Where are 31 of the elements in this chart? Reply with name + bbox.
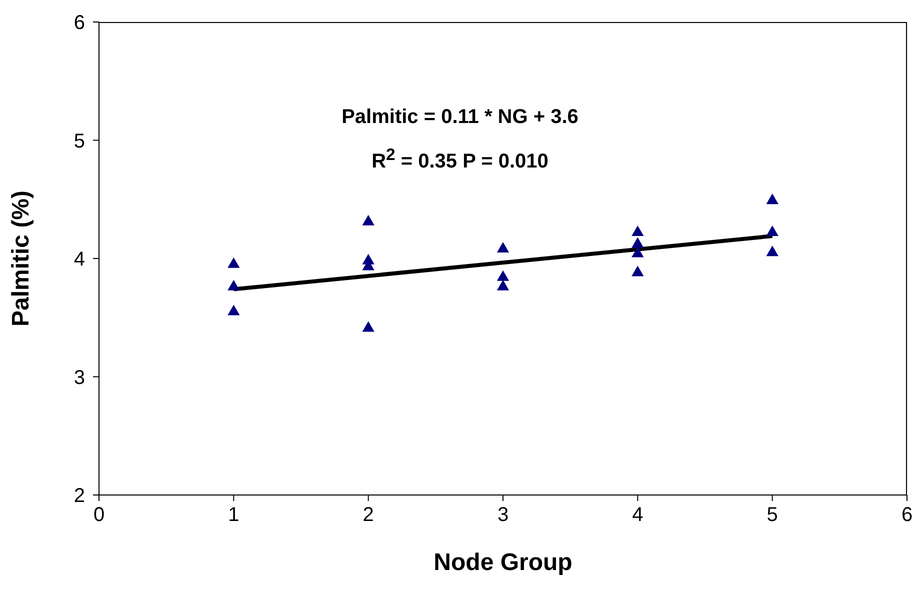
x-tick-label: 2 [362,504,374,526]
y-tick-label: 5 [74,130,85,152]
x-tick-label: 1 [228,504,240,526]
point [496,280,510,290]
point [632,246,644,258]
point [766,246,778,256]
annotation: R$^{2}$ = 0.35 P = 0.010 [370,144,550,174]
y-tick-label: 2 [74,485,85,508]
point [228,280,240,290]
point [632,237,644,248]
annotation: Palmitic = 0.11 * NG + 3.6 [340,105,580,129]
point [496,270,510,281]
y-tick-label: 4 [74,248,85,271]
x-axis-title: Node Group [434,549,572,576]
point [228,304,240,316]
point [228,257,240,268]
point [496,242,510,253]
x-tick-label: 5 [766,504,778,526]
point [362,321,374,332]
x-tick-label: 4 [632,504,644,526]
y-axis-title: Palmitic (%) [8,190,35,327]
x-tick-label: 3 [497,504,509,526]
x-tick-label: 0 [93,504,105,526]
point [362,214,374,226]
point [632,225,644,236]
x-tick-label: 6 [901,504,913,526]
y-tick-label: 3 [74,366,85,389]
point [766,225,778,236]
point [766,194,778,204]
y-tick-label: 6 [74,12,85,34]
point [632,266,644,276]
